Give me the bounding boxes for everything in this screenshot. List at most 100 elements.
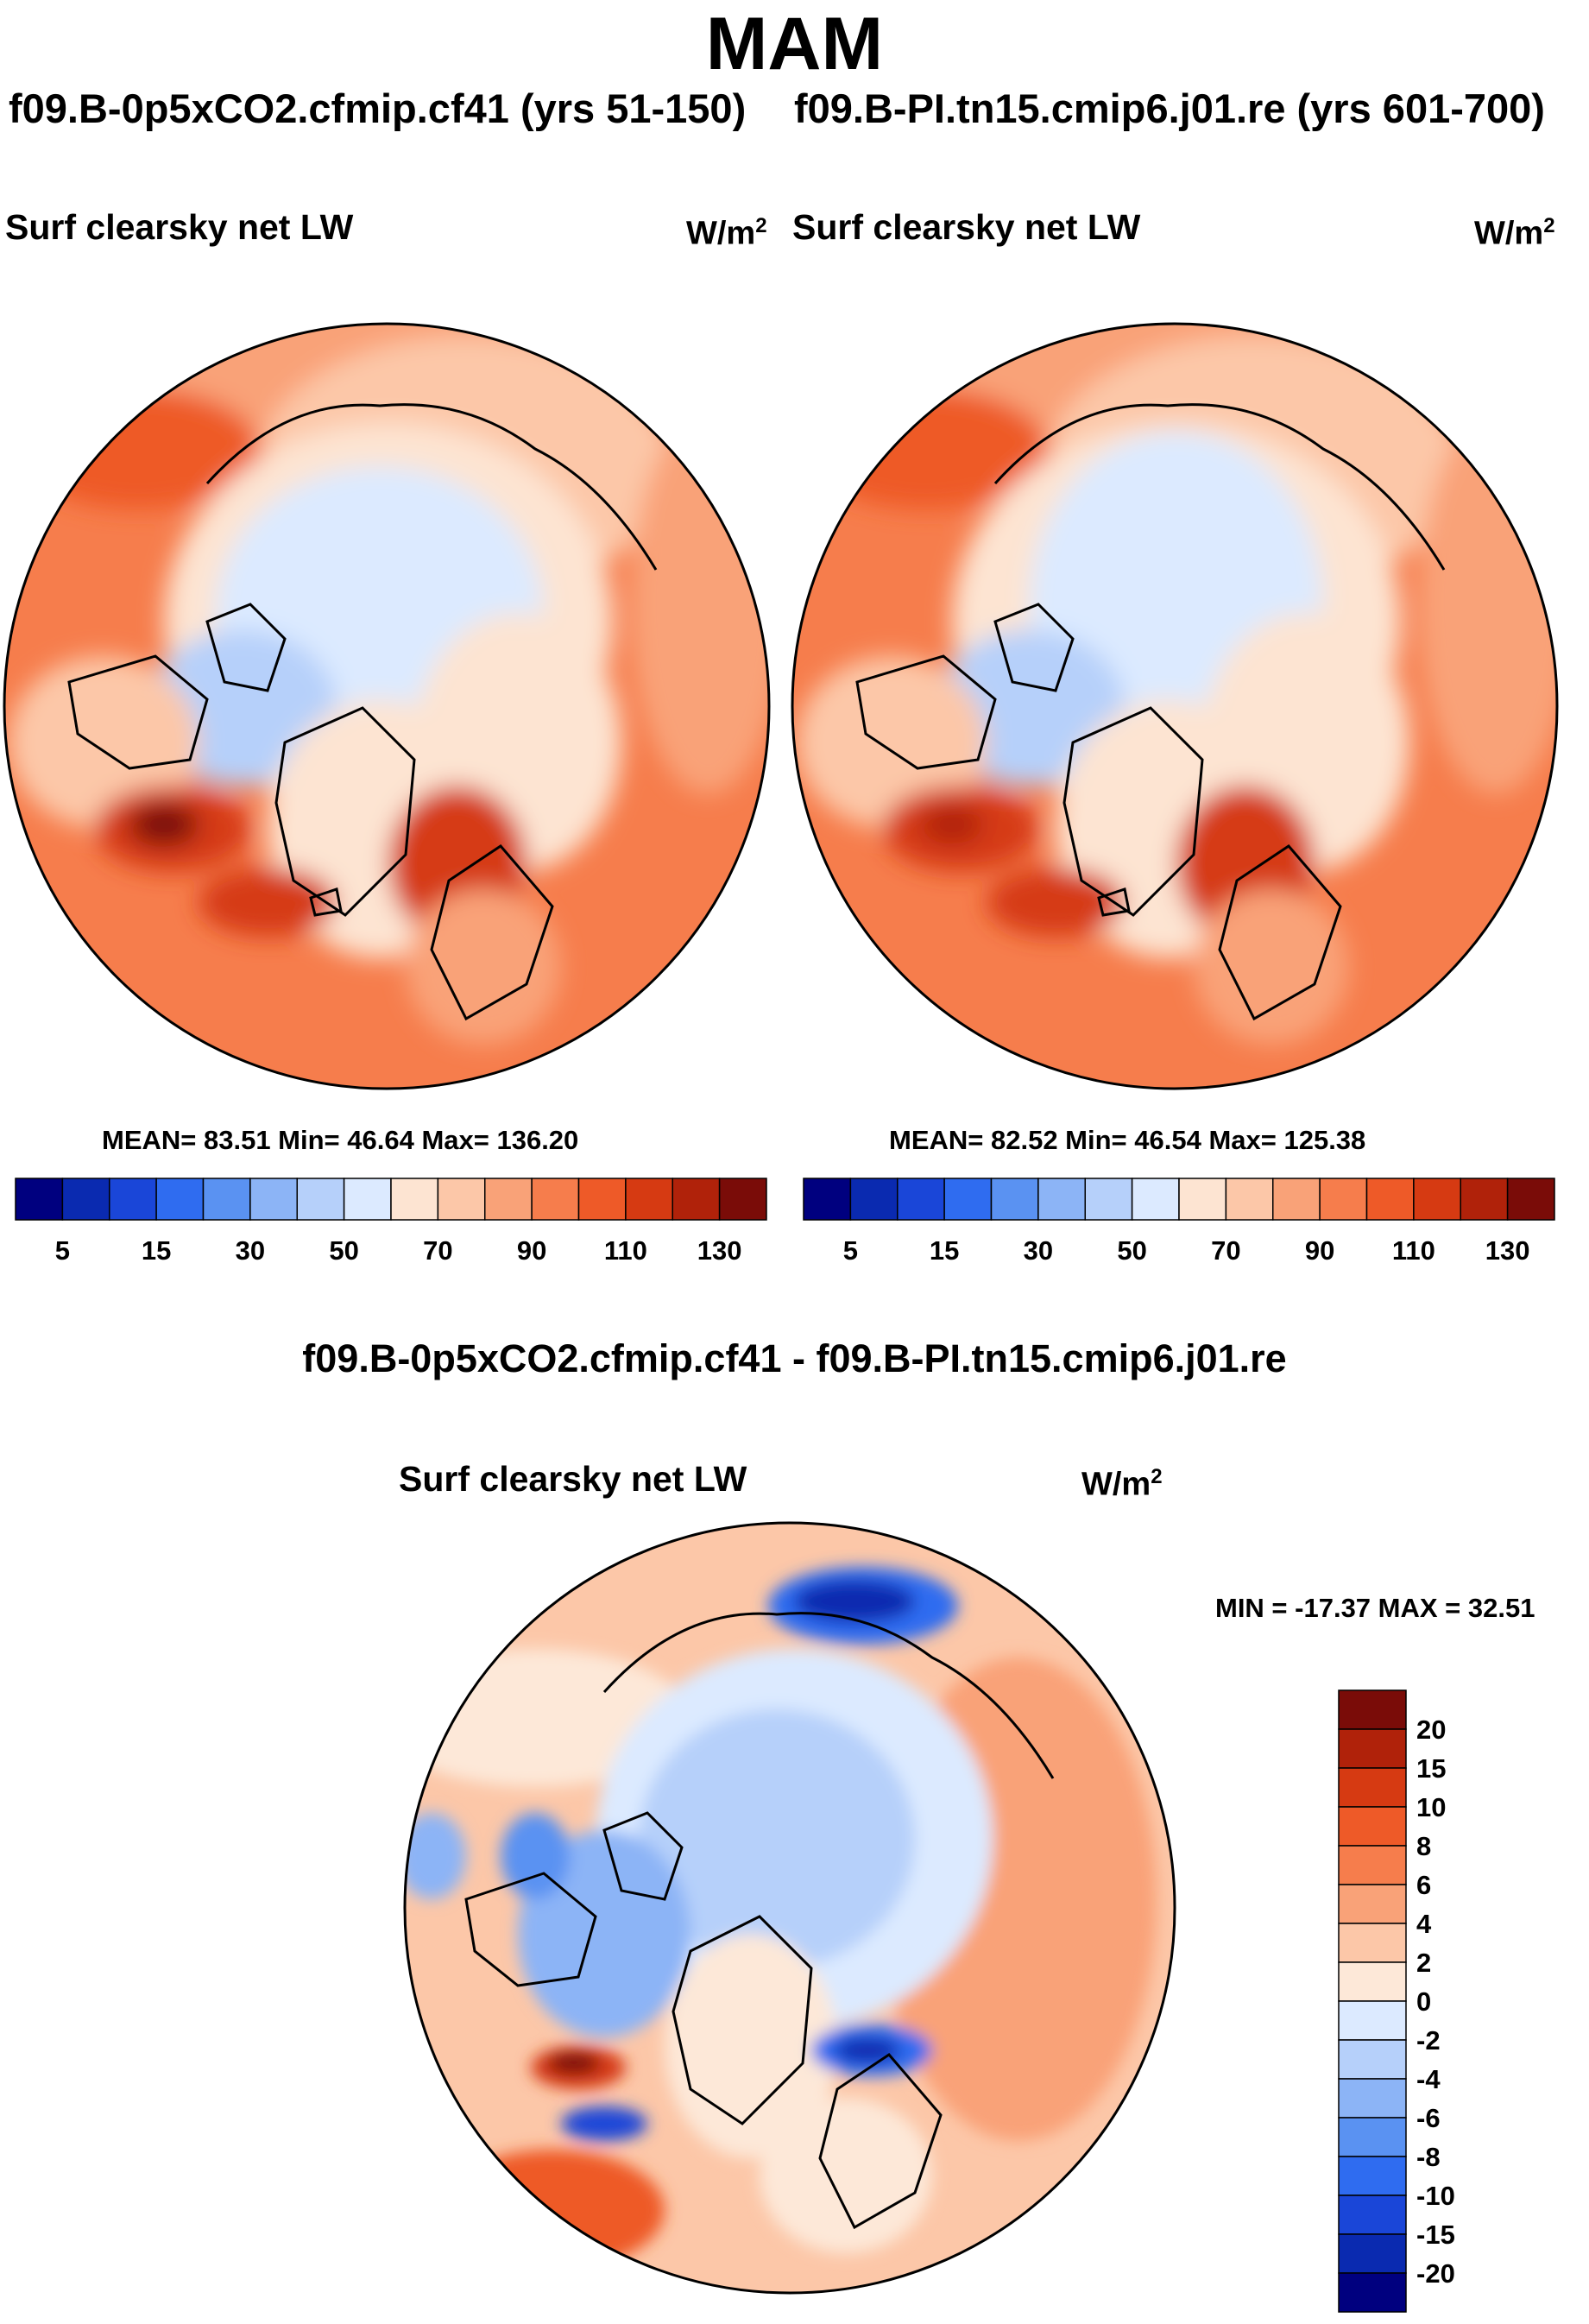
left-colorbar: 5 15 30 50 70 90 110 130	[15, 1178, 767, 1266]
diff-coast-eurasia	[602, 1612, 1055, 1779]
colorbar-swatch-1-15	[1506, 1178, 1555, 1221]
main-title: MAM	[705, 3, 884, 85]
colorbar-tick-0-4: 70	[423, 1235, 452, 1266]
right-coast-scandinavia	[1218, 844, 1342, 1021]
right-variable-title: Surf clearsky net LW	[792, 207, 1141, 247]
colorbar-swatch-2-10	[1338, 2078, 1407, 2119]
colorbar-tick-2-10: -6	[1416, 2103, 1441, 2133]
diff-variable-title: Surf clearsky net LW	[399, 1459, 747, 1499]
colorbar-tick-1-4: 70	[1211, 1235, 1240, 1266]
colorbar-tick-2-2: 10	[1416, 1792, 1446, 1822]
colorbar-swatch-1-5	[1037, 1178, 1086, 1221]
colorbar-swatch-2-0	[1338, 1689, 1407, 1730]
left-map-border	[3, 322, 771, 1090]
colorbar-tick-2-14: -20	[1416, 2258, 1455, 2289]
diff-field-arctic-basin	[639, 1709, 915, 1968]
colorbar-swatch-2-8	[1338, 2000, 1407, 2041]
diff-case-title: f09.B-0p5xCO2.cfmip.cf41 - f09.B-PI.tn15…	[302, 1336, 1287, 1380]
diff-coast-greenland	[672, 1915, 813, 2125]
colorbar-swatch-1-8	[1178, 1178, 1227, 1221]
left-coast-alaska	[67, 654, 209, 770]
colorbar-tick-1-1: 15	[930, 1235, 959, 1266]
left-coast-eurasia	[205, 403, 658, 571]
colorbar-swatch-2-6	[1338, 1923, 1407, 1963]
right-coast-eurasia	[993, 403, 1446, 571]
diff-map	[405, 1523, 1175, 2293]
diff-field-alaska	[405, 1813, 466, 1899]
right-field-labrador-max	[921, 805, 983, 843]
colorbar-swatch-1-12	[1365, 1178, 1415, 1221]
diff-field-labrador-max	[548, 2052, 600, 2075]
left-coast-scandinavia	[430, 844, 554, 1021]
right-map	[792, 324, 1557, 1089]
colorbar-tick-1-3: 50	[1117, 1235, 1146, 1266]
left-case-title: f09.B-0p5xCO2.cfmip.cf41 (yrs 51-150)	[9, 85, 747, 131]
right-coast-alaska	[855, 654, 997, 770]
left-stats: MEAN= 83.51 Min= 46.64 Max= 136.20	[102, 1125, 579, 1155]
left-variable-title: Surf clearsky net LW	[5, 207, 354, 247]
colorbar-tick-1-5: 90	[1305, 1235, 1334, 1266]
colorbar-swatch-2-12	[1338, 2156, 1407, 2196]
colorbar-tick-2-3: 8	[1416, 1831, 1431, 1861]
left-field-labrador-max	[129, 803, 199, 846]
colorbar-swatch-0-8	[390, 1178, 439, 1221]
colorbar-swatch-1-4	[990, 1178, 1039, 1221]
colorbar-swatch-2-2	[1338, 1767, 1407, 1808]
diff-field-beaufort	[501, 1813, 570, 1899]
diff-stats: MIN = -17.37 MAX = 32.51	[1215, 1593, 1535, 1623]
colorbar-tick-2-13: -15	[1416, 2220, 1455, 2250]
colorbar-tick-0-7: 130	[697, 1235, 742, 1266]
colorbar-swatch-2-7	[1338, 1961, 1407, 2002]
colorbar-swatch-1-10	[1272, 1178, 1321, 1221]
colorbar-swatch-2-5	[1338, 1884, 1407, 1924]
colorbar-swatch-1-14	[1460, 1178, 1509, 1221]
colorbar-swatch-1-2	[897, 1178, 945, 1221]
colorbar-swatch-1-13	[1413, 1178, 1461, 1221]
colorbar-tick-2-6: 2	[1416, 1948, 1431, 1978]
right-coast-iceland	[1097, 887, 1131, 917]
right-map-border	[791, 322, 1559, 1090]
colorbar-swatch-0-0	[15, 1178, 64, 1221]
colorbar-swatch-0-7	[343, 1178, 392, 1221]
colorbar-swatch-0-4	[202, 1178, 251, 1221]
colorbar-swatch-1-7	[1131, 1178, 1180, 1221]
diff-field-kara-min	[794, 1580, 915, 1623]
diff-field-scandinavia	[760, 2098, 932, 2253]
colorbar-tick-2-11: -8	[1416, 2142, 1441, 2172]
colorbar-swatch-0-11	[531, 1178, 580, 1221]
right-case-title: f09.B-PI.tn15.cmip6.j01.re (yrs 601-700)	[794, 85, 1545, 131]
colorbar-swatch-2-9	[1338, 2039, 1407, 2080]
colorbar-swatch-2-15	[1338, 2272, 1407, 2313]
colorbar-tick-1-6: 110	[1392, 1235, 1435, 1266]
diff-map-border	[403, 1521, 1176, 2295]
diff-coast-scandinavia	[818, 2053, 943, 2230]
diff-coast-alaska	[464, 1872, 597, 1987]
colorbar-tick-1-0: 5	[843, 1235, 858, 1266]
colorbar-tick-0-0: 5	[55, 1235, 70, 1266]
colorbar-tick-2-9: -4	[1416, 2064, 1441, 2094]
right-stats: MEAN= 82.52 Min= 46.54 Max= 125.38	[889, 1125, 1366, 1155]
colorbar-swatch-0-5	[249, 1178, 298, 1221]
colorbar-swatch-1-9	[1225, 1178, 1274, 1221]
left-field-russia	[630, 414, 769, 794]
colorbar-swatch-1-0	[803, 1178, 852, 1221]
colorbar-tick-2-7: 0	[1416, 1986, 1431, 2017]
colorbar-tick-0-2: 30	[236, 1235, 265, 1266]
colorbar-swatch-2-13	[1338, 2195, 1407, 2235]
colorbar-swatch-1-1	[849, 1178, 899, 1221]
left-coast-greenland	[274, 706, 416, 917]
colorbar-tick-0-1: 15	[142, 1235, 171, 1266]
colorbar-swatch-2-11	[1338, 2117, 1407, 2157]
colorbar-tick-0-6: 110	[604, 1235, 647, 1266]
colorbar-swatch-0-9	[437, 1178, 486, 1221]
colorbar-swatch-2-4	[1338, 1845, 1407, 1885]
diff-field-greenland-tip	[561, 2106, 647, 2141]
colorbar-tick-2-5: 4	[1416, 1909, 1432, 1939]
left-field-irminger	[199, 868, 337, 937]
right-colorbar: 5 15 30 50 70 90 110 130	[803, 1178, 1555, 1266]
colorbar-swatch-0-12	[577, 1178, 627, 1221]
colorbar-tick-2-1: 15	[1416, 1753, 1446, 1784]
colorbar-tick-0-5: 90	[517, 1235, 546, 1266]
colorbar-swatch-0-2	[109, 1178, 157, 1221]
